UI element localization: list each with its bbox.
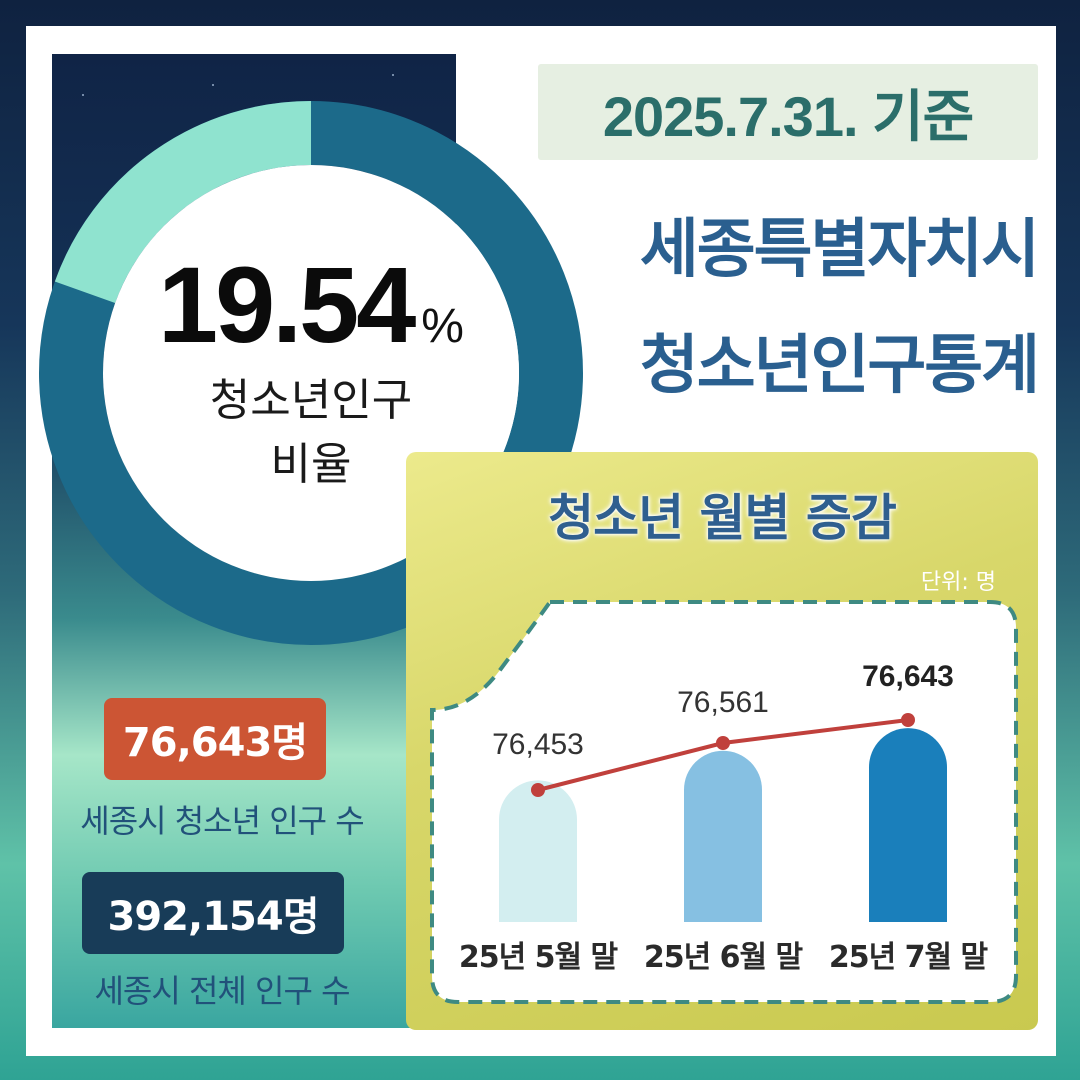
youth-population-badge: 76,643명 <box>104 698 326 780</box>
ratio-value: 19.54 <box>158 243 416 365</box>
total-population-badge: 392,154명 <box>82 872 344 954</box>
chart-trend-line <box>531 713 915 797</box>
trend-point <box>716 736 730 750</box>
youth-population-caption: 세종시 청소년 인구 수 <box>80 802 364 840</box>
total-population-caption: 세종시 전체 인구 수 <box>94 972 350 1010</box>
chart-value-label: 76,643 <box>862 660 954 693</box>
chart-card <box>430 600 1018 1004</box>
chart-category-label: 25년 5월 말 <box>458 940 618 975</box>
chart-bar <box>684 750 762 922</box>
chart-value-label: 76,561 <box>677 686 769 719</box>
date-label: 2025.7.31. 기준 <box>602 84 974 148</box>
chart-bars <box>499 728 947 922</box>
chart-category-label: 25년 6월 말 <box>643 940 803 975</box>
date-banner: 2025.7.31. 기준 <box>538 64 1038 160</box>
page-title-line1: 세종특별자치시 <box>639 213 1040 287</box>
chart-bar <box>869 728 947 922</box>
chart-value-label: 76,453 <box>492 728 584 761</box>
ratio-value-row: 19.54 % <box>158 242 464 367</box>
donut-ratio-arc <box>54 101 312 304</box>
donut-center-text: 19.54 % 청소년인구 비율 <box>38 100 584 646</box>
chart-unit: 단위: 명 <box>920 570 996 595</box>
chart-bar <box>499 780 577 922</box>
page-title-line2: 청소년인구통계 <box>639 329 1040 403</box>
ratio-label-line2: 비율 <box>270 438 352 490</box>
chart-category-label: 25년 7월 말 <box>828 940 988 975</box>
chart-title: 청소년 월별 증감 <box>548 489 897 547</box>
trend-point <box>531 783 545 797</box>
ratio-label-line1: 청소년인구 <box>209 374 413 426</box>
ratio-unit: % <box>421 299 464 353</box>
trend-point <box>901 713 915 727</box>
